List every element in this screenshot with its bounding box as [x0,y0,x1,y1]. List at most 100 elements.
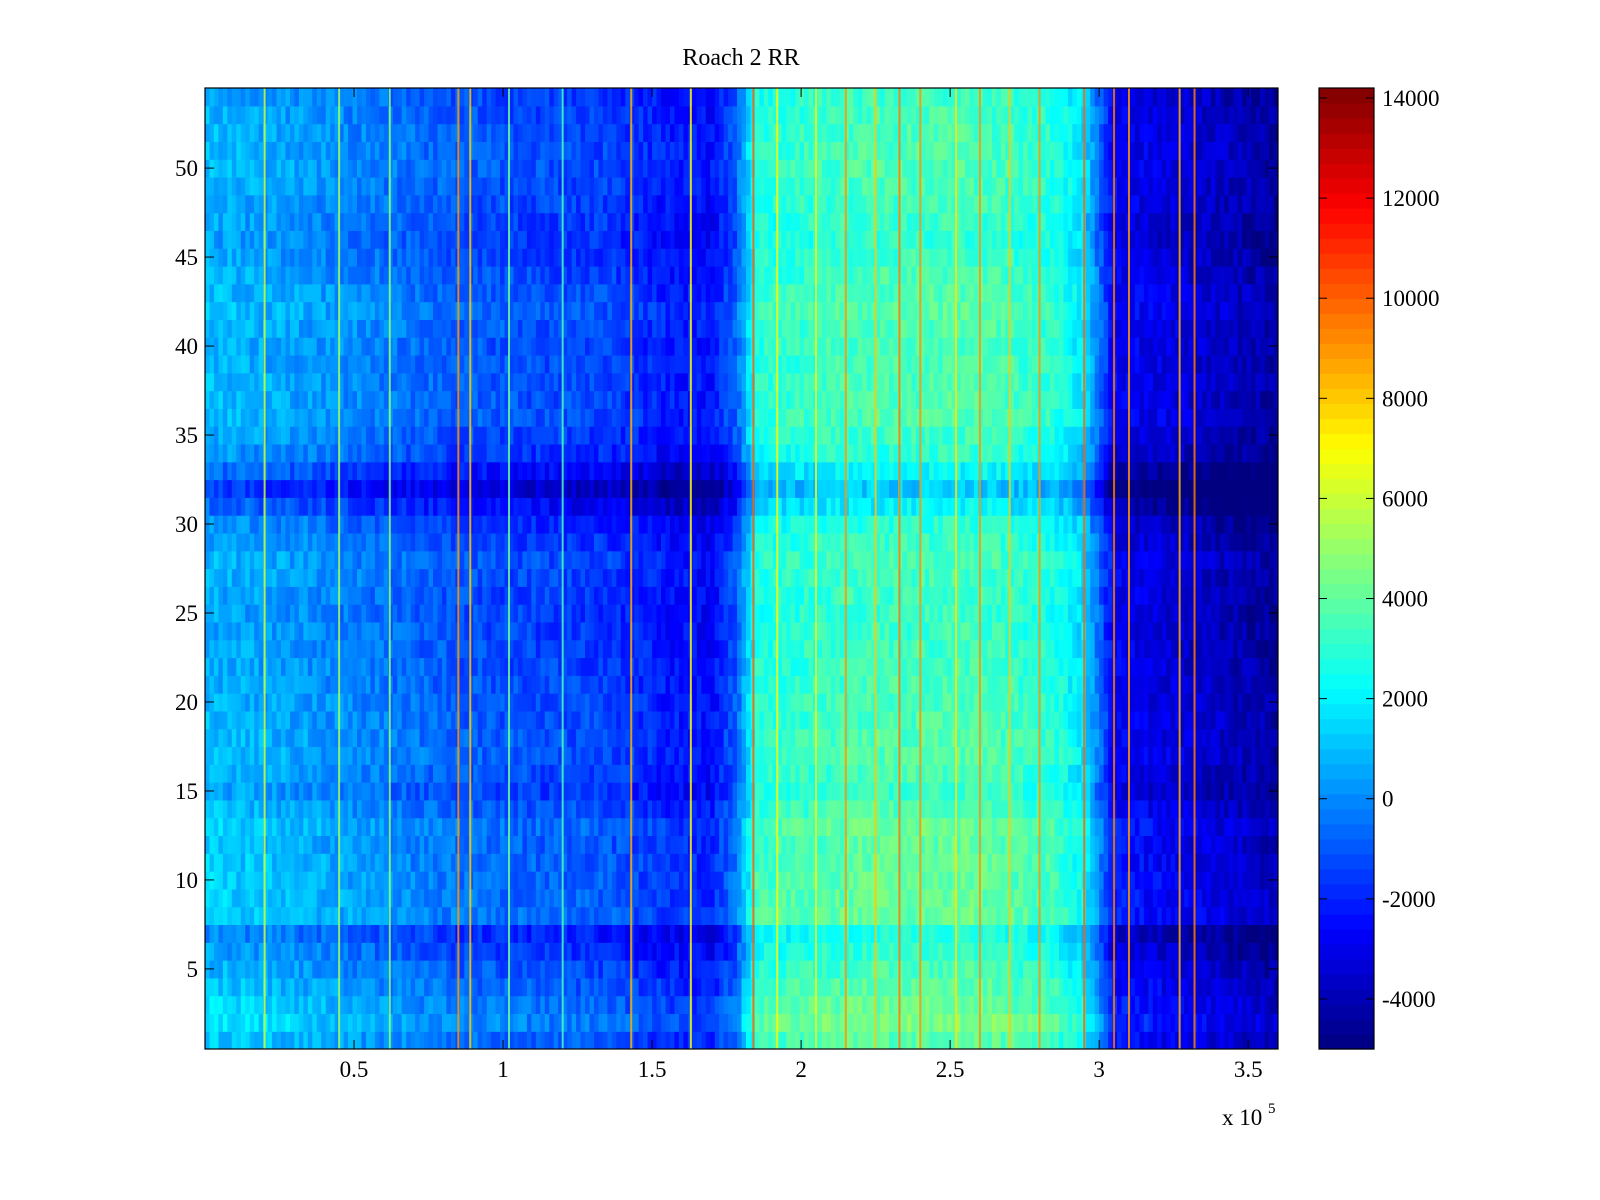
heatmap-cell [428,710,434,730]
heatmap-cell [1228,942,1234,961]
heatmap-cell [365,746,372,765]
heatmap-cell [468,1031,474,1049]
heatmap-cell [558,942,564,961]
heatmap-cell [1023,871,1029,890]
heatmap-cell [446,675,452,694]
heatmap-cell [795,906,801,926]
heatmap-cell [719,710,725,730]
heatmap-cell [978,782,984,801]
heatmap-cell [1108,835,1114,854]
heatmap-cell [316,960,322,979]
heatmap-cell [1269,906,1275,926]
heatmap-cell [213,960,220,979]
heatmap-cell [1251,1013,1257,1032]
heatmap-cell [728,995,734,1015]
heatmap-cell [245,710,251,730]
heatmap-cell [638,888,644,908]
heatmap-cell [982,1031,988,1049]
heatmap-cell [1242,835,1248,854]
heatmap-cell [397,835,403,854]
heatmap-cell [576,995,582,1015]
heatmap-cell [848,675,854,694]
heatmap-cell [406,871,412,890]
heatmap-cell [379,1013,385,1032]
heatmap-cell [857,942,863,961]
heatmap-cell [544,888,550,908]
heatmap-cell [835,942,841,961]
heatmap-cell [1139,1031,1145,1049]
heatmap-cell [593,960,600,979]
heatmap-cell [383,853,389,872]
heatmap-cell [821,1031,828,1049]
heatmap-cell [1049,835,1056,854]
heatmap-cell [571,764,577,783]
heatmap-cell [549,1013,555,1032]
heatmap-cell [741,977,747,997]
heatmap-cell [1260,782,1266,801]
heatmap-cell [808,960,814,979]
heatmap-cell [379,960,385,979]
heatmap-cell [683,995,689,1015]
heatmap-cell [567,960,573,979]
heatmap-cell [218,977,224,997]
heatmap-cell [1067,764,1073,783]
heatmap-cell [303,1013,309,1032]
heatmap-cell [446,817,452,837]
heatmap-cell [1166,960,1172,979]
heatmap-cell [1000,710,1006,730]
heatmap-cell [263,835,269,854]
heatmap-cell [1049,746,1056,765]
heatmap-cell [321,835,327,854]
heatmap-cell [571,871,577,890]
heatmap-cell [553,675,559,694]
heatmap-cell [1139,835,1145,854]
heatmap-cell [213,728,220,748]
heatmap-cell [1027,995,1033,1015]
heatmap-cell [871,1031,877,1049]
heatmap-cell [942,675,948,694]
heatmap-cell [808,835,814,854]
heatmap-cell [616,817,622,837]
heatmap-cell [947,942,953,961]
heatmap-cell [316,728,322,748]
heatmap-cell [1175,693,1181,712]
heatmap-cell [285,710,291,730]
heatmap-cell [410,782,416,801]
heatmap-cell [294,693,300,712]
heatmap-cell [728,853,734,872]
heatmap-cell [669,764,676,783]
heatmap-cell [263,995,269,1015]
heatmap-cell [562,1013,568,1032]
heatmap-cell [906,888,912,908]
heatmap-cell [374,977,380,997]
heatmap-cell [978,853,984,872]
heatmap-cell [737,746,743,765]
heatmap-cell [1170,1013,1176,1032]
heatmap-cell [1041,853,1047,872]
heatmap-cell [732,782,738,801]
heatmap-cell [1112,728,1118,748]
heatmap-cell [835,728,841,748]
heatmap-cell [567,710,573,730]
heatmap-cell [674,871,680,890]
heatmap-cell [1108,710,1114,730]
heatmap-cell [602,1031,608,1049]
heatmap-cell [1032,906,1038,926]
heatmap-cell [607,835,613,854]
heatmap-cell [1014,728,1020,748]
heatmap-cell [737,924,743,943]
heatmap-cell [1058,764,1064,783]
heatmap-cell [303,888,309,908]
heatmap-cell [388,799,394,819]
heatmap-cell [227,1013,233,1032]
heatmap-cell [1103,942,1109,961]
heatmap-cell [978,906,984,926]
heatmap-cell [848,1031,854,1049]
heatmap-cell [643,853,649,872]
heatmap-cell [388,1031,394,1049]
heatmap-cell [281,728,287,748]
heatmap-cell [1184,942,1190,961]
heatmap-cell [486,746,492,765]
heatmap-cell [1206,728,1212,748]
heatmap-cell [692,817,698,837]
